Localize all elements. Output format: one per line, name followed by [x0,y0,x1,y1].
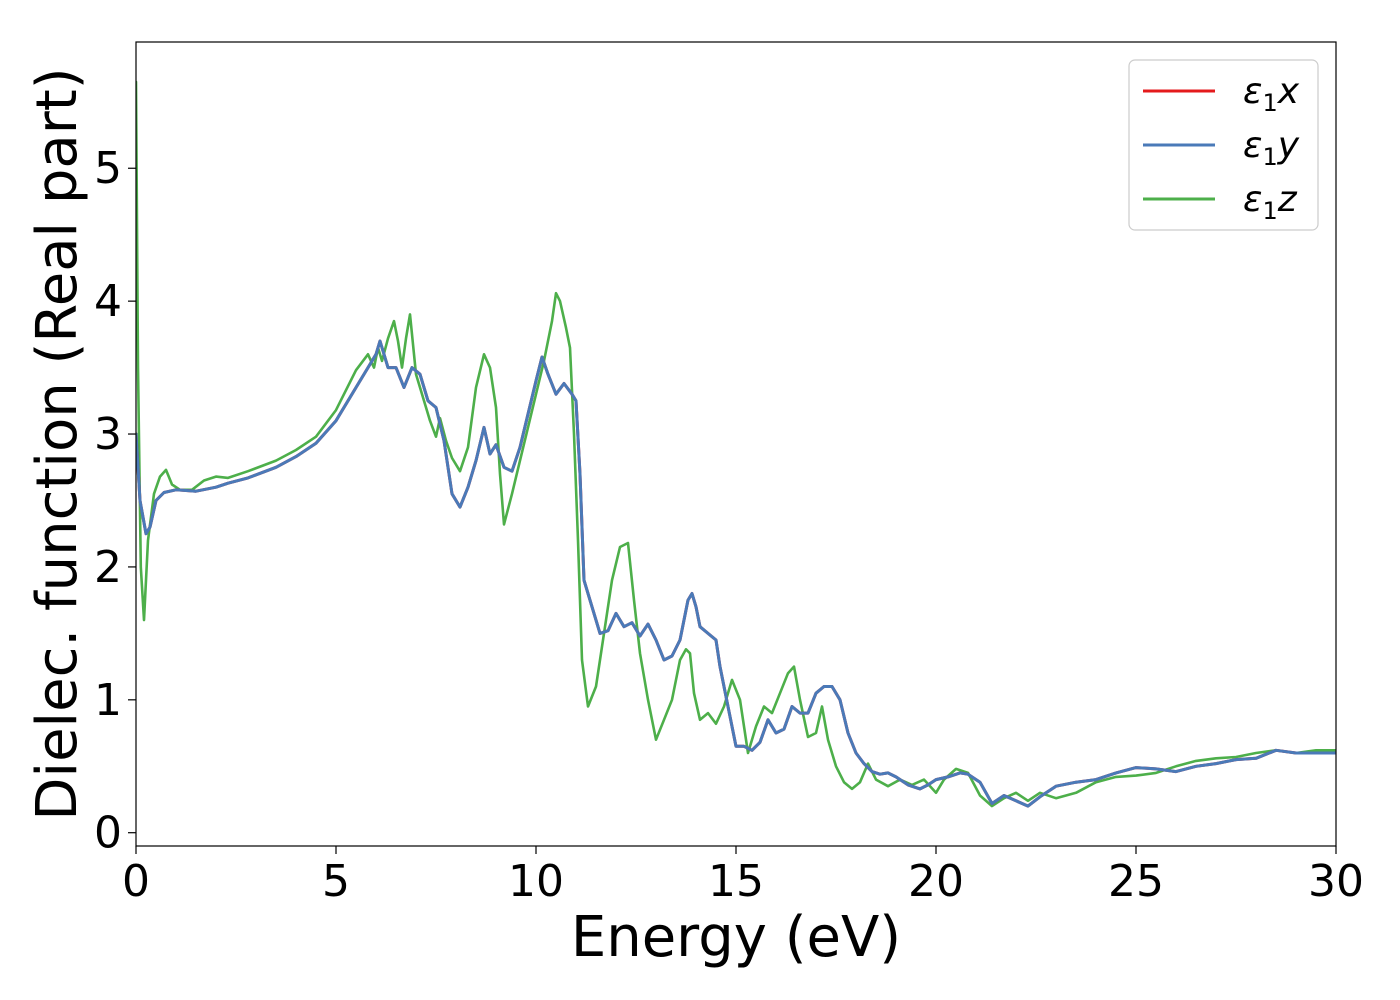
y-tick-label: 5 [94,143,122,194]
y-tick-label: 0 [94,808,122,859]
series-layer [136,80,1336,808]
x-axis-title: Energy (eV) [571,905,901,970]
x-tick-label: 15 [708,856,764,907]
legend-label-y: ε1y [1243,125,1300,171]
y-tick-label: 1 [94,675,122,726]
y-tick-label: 3 [94,409,122,460]
x-tick-label: 30 [1308,856,1364,907]
series-line-y [136,339,1336,808]
x-tick-label: 0 [122,856,150,907]
legend-label-z: ε1z [1243,179,1298,225]
legend-box [1128,59,1319,231]
x-tick-label: 25 [1108,856,1164,907]
x-tick-label: 10 [508,856,564,907]
y-tick-label: 2 [94,542,122,593]
x-axis-ticks: 0 5 10 15 20 25 30 [122,846,1364,907]
x-tick-label: 5 [322,856,350,907]
y-tick-label: 4 [94,276,122,327]
y-axis-ticks: 0 1 2 3 4 5 [94,143,136,859]
legend: ε1x ε1y ε1z [1128,59,1319,231]
y-axis-title: Dielec. function (Real part) [25,67,90,820]
x-tick-label: 20 [908,856,964,907]
legend-label-x: ε1x [1243,71,1300,117]
